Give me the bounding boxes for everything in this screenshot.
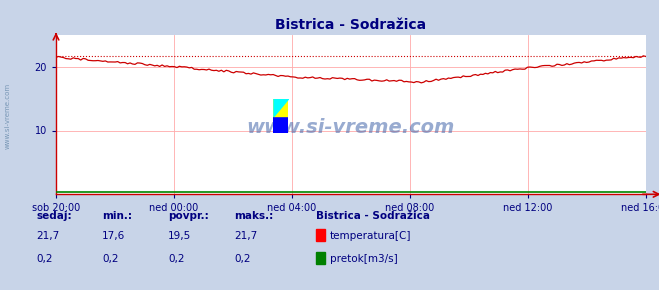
Text: www.si-vreme.com: www.si-vreme.com [246, 118, 455, 137]
Text: 21,7: 21,7 [36, 231, 59, 241]
Text: maks.:: maks.: [234, 211, 273, 221]
Text: Bistrica - Sodražica: Bistrica - Sodražica [316, 211, 430, 221]
Text: 0,2: 0,2 [168, 254, 185, 264]
Text: 0,2: 0,2 [234, 254, 250, 264]
Text: min.:: min.: [102, 211, 132, 221]
Text: temperatura[C]: temperatura[C] [330, 231, 412, 241]
Text: povpr.:: povpr.: [168, 211, 209, 221]
Text: 0,2: 0,2 [36, 254, 53, 264]
Bar [273, 116, 288, 133]
Text: www.si-vreme.com: www.si-vreme.com [5, 83, 11, 149]
Title: Bistrica - Sodražica: Bistrica - Sodražica [275, 18, 426, 32]
Text: sedaj:: sedaj: [36, 211, 72, 221]
Bar [273, 99, 288, 116]
Text: 19,5: 19,5 [168, 231, 191, 241]
Text: 0,2: 0,2 [102, 254, 119, 264]
Text: 17,6: 17,6 [102, 231, 125, 241]
Text: pretok[m3/s]: pretok[m3/s] [330, 254, 398, 264]
Text: 21,7: 21,7 [234, 231, 257, 241]
